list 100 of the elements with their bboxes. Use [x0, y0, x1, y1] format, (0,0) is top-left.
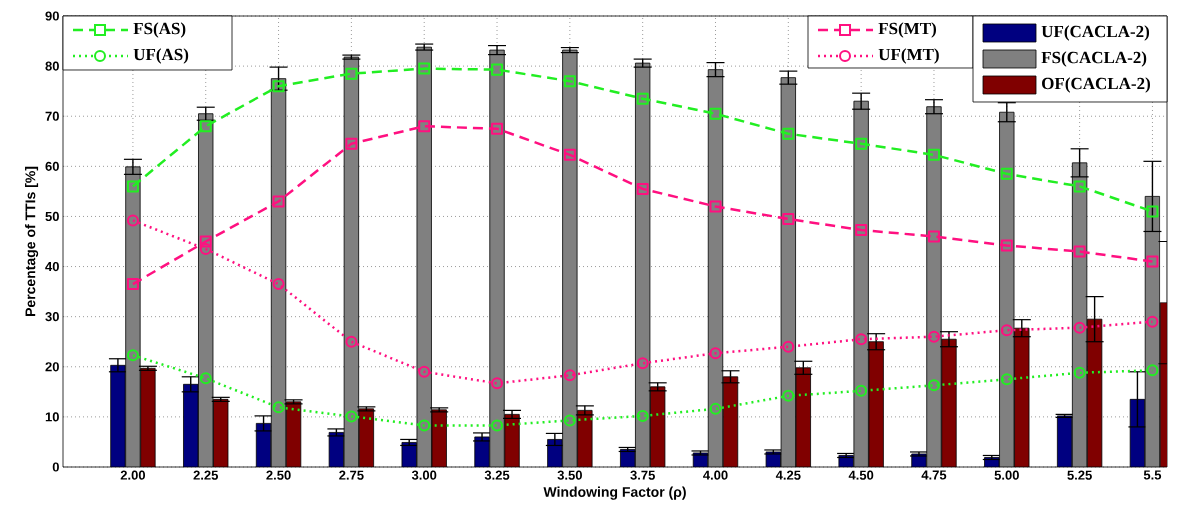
point [1073, 245, 1086, 258]
point [1000, 167, 1013, 180]
point [1146, 315, 1159, 328]
x-tick-label: 3.25 [484, 470, 510, 480]
point [927, 379, 940, 392]
point [199, 120, 212, 133]
point [1000, 324, 1013, 337]
x-tick-label: 3.50 [557, 470, 582, 480]
point [1146, 364, 1159, 377]
point [1073, 321, 1086, 334]
point [782, 340, 795, 353]
bar [474, 436, 490, 467]
point [272, 195, 285, 208]
x-tick-label: 4.75 [921, 470, 947, 480]
bar [416, 46, 432, 467]
point [927, 148, 940, 161]
bar [780, 77, 796, 467]
x-tick-label: 4.25 [775, 470, 801, 480]
y-tick-label: 20 [45, 362, 59, 372]
point [855, 223, 868, 236]
x-tick-label: 2.75 [339, 470, 364, 480]
point [782, 389, 795, 402]
point [709, 347, 722, 360]
point [636, 92, 649, 105]
bar [868, 341, 884, 467]
point [782, 212, 795, 225]
x-tick-label: 3.00 [411, 470, 437, 480]
point [709, 200, 722, 213]
point [491, 63, 504, 76]
legend-label: UF(AS) [133, 48, 189, 64]
bar [795, 367, 811, 467]
point [418, 365, 431, 378]
bar [722, 376, 739, 467]
point [1073, 180, 1086, 193]
point [199, 243, 212, 256]
point [418, 419, 431, 432]
point [126, 278, 139, 291]
point [1000, 373, 1013, 386]
x-tick-label: 4.50 [848, 470, 874, 480]
point [126, 180, 139, 193]
x-tick-label: 2.50 [266, 470, 291, 480]
x-tick-label: 2.00 [120, 470, 146, 480]
point [563, 75, 576, 88]
bar [125, 166, 141, 467]
point [563, 369, 576, 382]
y-tick-label: 80 [45, 61, 59, 71]
point [199, 235, 212, 248]
bar [1056, 415, 1073, 467]
legend-label: FS(AS) [133, 22, 186, 38]
point [636, 357, 649, 370]
point [126, 214, 139, 227]
bar [198, 113, 214, 467]
legend-label: FS(CACLA-2) [1041, 51, 1147, 67]
point [1146, 255, 1159, 268]
bar [941, 338, 957, 467]
point [418, 62, 431, 75]
y-tick-label: 50 [45, 211, 59, 222]
point [563, 414, 576, 427]
x-tick-label: 2.25 [193, 470, 219, 480]
point [927, 330, 940, 343]
x-tick-label: 5.00 [994, 470, 1019, 480]
y-axis-title: Percentage of TTIs [%] [25, 166, 39, 317]
legend-label: OF(CACLA-2) [1042, 77, 1150, 93]
y-tick-label: 40 [45, 261, 59, 272]
legend-label: UF(CACLA-2) [1041, 25, 1150, 41]
bar [270, 78, 287, 467]
point [345, 335, 358, 348]
point [709, 402, 722, 415]
bar [504, 413, 520, 467]
y-tick-label: 70 [45, 111, 59, 121]
bar [110, 365, 126, 467]
bar [489, 49, 505, 467]
point [418, 120, 431, 133]
x-tick-label: 4.00 [703, 470, 728, 480]
point [272, 278, 285, 291]
legend-label: FS(MT) [878, 22, 937, 38]
point [782, 127, 795, 140]
point [345, 410, 358, 423]
point [1000, 239, 1013, 252]
point [1146, 205, 1159, 218]
point [563, 148, 576, 161]
y-tick-label: 60 [45, 161, 59, 171]
x-axis-title: Windowing Factor (ρ) [543, 486, 686, 500]
point [491, 122, 504, 135]
point [491, 419, 504, 432]
bar [853, 100, 869, 467]
bar [635, 62, 651, 467]
point [636, 182, 649, 195]
point [855, 137, 868, 150]
point [709, 107, 722, 120]
point [126, 349, 139, 362]
point [491, 377, 504, 390]
x-tick-label: 5.25 [1067, 470, 1092, 480]
bar [999, 111, 1015, 467]
bar [1071, 162, 1088, 467]
point [855, 333, 868, 346]
point [199, 372, 212, 385]
legend-label: UF(MT) [878, 48, 939, 64]
bar [650, 386, 666, 467]
y-tick-label: 10 [45, 412, 59, 422]
